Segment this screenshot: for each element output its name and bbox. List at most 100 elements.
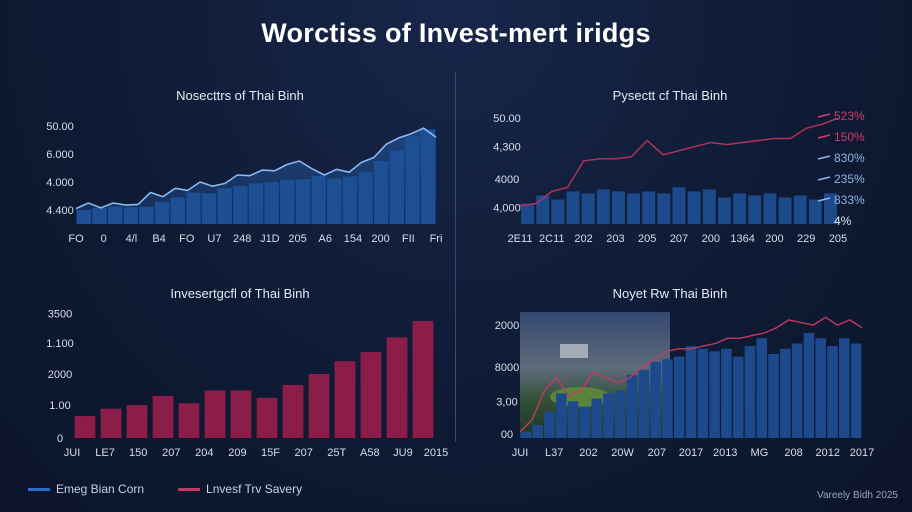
x-tick-label: LE7 bbox=[95, 447, 115, 459]
bar bbox=[756, 338, 768, 438]
bar bbox=[360, 352, 382, 438]
bar bbox=[780, 348, 791, 438]
y-tick-label: 8000 bbox=[495, 362, 519, 374]
bar bbox=[709, 351, 720, 438]
legend: Emeg Bian Corn Lnvesf Trv Savery bbox=[28, 482, 302, 496]
x-tick-label: 208 bbox=[784, 447, 802, 459]
panel-title-top-right: Pysectt cf Thai Binh bbox=[612, 88, 728, 103]
x-tick-label: 2017 bbox=[850, 447, 874, 459]
bar bbox=[662, 359, 673, 438]
x-tick-label: 207 bbox=[648, 447, 666, 459]
bar bbox=[420, 129, 436, 224]
bar bbox=[170, 197, 185, 224]
legend-label-red: Lnvesf Trv Savery bbox=[206, 482, 303, 496]
bar bbox=[100, 408, 122, 438]
bar bbox=[697, 348, 709, 438]
x-tick-label: 229 bbox=[797, 233, 815, 245]
legend-swatch-red bbox=[178, 487, 201, 491]
right-value-label: 150% bbox=[834, 130, 865, 144]
x-tick-label: JU9 bbox=[393, 447, 413, 459]
series-line bbox=[519, 316, 863, 433]
bar bbox=[657, 193, 671, 224]
x-tick-label: J1D bbox=[260, 233, 280, 245]
x-tick-label: 2E11 bbox=[508, 233, 533, 245]
bar bbox=[264, 182, 279, 224]
x-tick-label: B4 bbox=[152, 233, 165, 245]
bar bbox=[596, 189, 610, 224]
legend-label-blue: Emeg Bian Corn bbox=[56, 482, 145, 496]
x-tick-label: FO bbox=[68, 233, 84, 245]
bar bbox=[803, 333, 815, 438]
bar bbox=[642, 191, 656, 224]
series-line bbox=[519, 117, 839, 207]
x-tick-label: U7 bbox=[207, 233, 221, 245]
bar bbox=[201, 193, 217, 224]
bar bbox=[627, 193, 641, 224]
bar bbox=[217, 188, 232, 224]
chart-title: Worctiss of Invest-mert iridgs bbox=[261, 18, 651, 48]
bar bbox=[778, 197, 792, 224]
bar bbox=[603, 393, 614, 438]
bar bbox=[327, 178, 342, 224]
x-tick-label: FO bbox=[179, 233, 195, 245]
x-tick-label: 2C11 bbox=[539, 233, 564, 245]
x-tick-label: 200 bbox=[371, 233, 389, 245]
bar bbox=[74, 416, 96, 438]
bar bbox=[76, 210, 92, 224]
x-tick-label: 0 bbox=[101, 233, 107, 245]
x-tick-label: MG bbox=[751, 447, 769, 459]
x-tick-label: FII bbox=[402, 233, 415, 245]
bar bbox=[763, 193, 777, 224]
bar bbox=[685, 346, 697, 438]
x-tick-label: 207 bbox=[670, 233, 688, 245]
photo-building bbox=[560, 344, 588, 358]
x-tick-label: 248 bbox=[233, 233, 251, 245]
y-tick-label: 3,00 bbox=[496, 396, 517, 408]
x-tick-label: 205 bbox=[638, 233, 656, 245]
panel-divider bbox=[455, 72, 456, 442]
bar bbox=[687, 191, 701, 224]
y-tick-label: 50.00 bbox=[493, 113, 521, 125]
bar bbox=[717, 197, 731, 224]
bar bbox=[839, 338, 850, 438]
bar bbox=[92, 207, 107, 224]
y-tick-label: 2000 bbox=[48, 369, 72, 381]
panel-title-bottom-left: Invesertgcfl of Thai Binh bbox=[170, 286, 310, 301]
bar bbox=[626, 375, 638, 438]
y-tick-label: 6.000 bbox=[46, 149, 74, 161]
bar bbox=[611, 191, 625, 224]
bar bbox=[405, 136, 420, 224]
x-tick-label: 202 bbox=[579, 447, 597, 459]
bar bbox=[139, 206, 154, 224]
panel-title-bottom-right: Noyet Rw Thai Binh bbox=[612, 286, 728, 301]
bar bbox=[721, 348, 732, 438]
bar bbox=[311, 175, 326, 224]
bar bbox=[532, 424, 543, 438]
bar bbox=[815, 338, 827, 438]
x-tick-label: A58 bbox=[360, 447, 380, 459]
panel-title-top-left: Nosecttrs of Thai Binh bbox=[176, 88, 304, 103]
x-tick-label: 202 bbox=[574, 233, 592, 245]
bar bbox=[280, 179, 295, 224]
x-tick-label: 209 bbox=[228, 447, 246, 459]
bar bbox=[152, 395, 174, 438]
legend-item-red: Lnvesf Trv Savery bbox=[178, 482, 302, 496]
x-tick-label: 207 bbox=[162, 447, 180, 459]
bar bbox=[672, 187, 686, 224]
bar bbox=[551, 199, 565, 224]
label-tick bbox=[817, 197, 831, 202]
bar bbox=[827, 346, 838, 438]
right-value-label: 4% bbox=[834, 214, 852, 228]
bar bbox=[178, 403, 200, 438]
bar bbox=[702, 189, 716, 224]
bar bbox=[521, 203, 535, 224]
bar bbox=[579, 406, 591, 438]
x-tick-label: 2015 bbox=[424, 447, 448, 459]
x-tick-label: 154 bbox=[344, 233, 362, 245]
bar bbox=[230, 390, 252, 438]
legend-item-blue: Emeg Bian Corn bbox=[28, 482, 144, 496]
bar bbox=[282, 384, 304, 438]
bar bbox=[154, 201, 170, 224]
y-tick-label: 4,300 bbox=[493, 142, 521, 154]
